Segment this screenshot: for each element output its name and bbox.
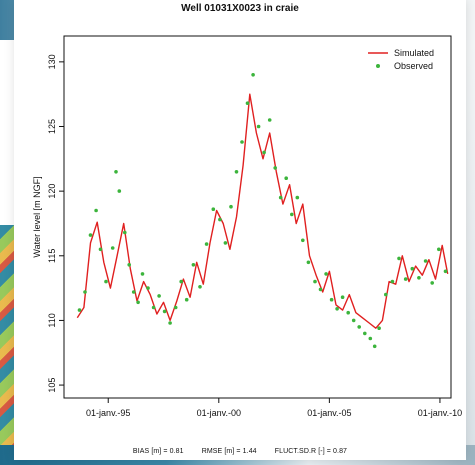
y-tick-label: 110 bbox=[47, 313, 57, 327]
observed-point bbox=[411, 267, 415, 271]
observed-point bbox=[341, 295, 345, 299]
observed-point bbox=[192, 263, 196, 267]
metrics: BIAS [m] = 0.81 RMSE [m] = 1.44 FLUCT.SD… bbox=[14, 448, 466, 455]
observed-point bbox=[404, 277, 408, 281]
x-tick-label: 01-janv.-95 bbox=[86, 408, 130, 418]
observed-point bbox=[397, 257, 401, 261]
observed-point bbox=[357, 325, 361, 329]
y-tick-label: 120 bbox=[47, 184, 57, 199]
observed-point bbox=[307, 261, 311, 265]
observed-point bbox=[444, 270, 448, 274]
y-tick-label: 125 bbox=[47, 119, 57, 134]
observed-point bbox=[114, 170, 118, 174]
legend-observed-swatch bbox=[376, 64, 380, 68]
observed-point bbox=[132, 290, 136, 294]
observed-point bbox=[284, 176, 288, 180]
plot-frame bbox=[64, 36, 451, 398]
observed-point bbox=[78, 308, 82, 312]
observed-point bbox=[268, 118, 272, 122]
observed-point bbox=[157, 294, 161, 298]
observed-point bbox=[330, 298, 334, 302]
legend: Simulated Observed bbox=[362, 44, 448, 74]
series-observed bbox=[78, 73, 448, 348]
observed-point bbox=[136, 301, 140, 305]
observed-point bbox=[198, 285, 202, 289]
observed-point bbox=[118, 189, 122, 193]
observed-point bbox=[369, 337, 373, 341]
bias-metric: BIAS [m] = 0.81 bbox=[133, 448, 184, 455]
observed-point bbox=[363, 332, 367, 336]
observed-point bbox=[262, 151, 266, 155]
x-tick-label: 01-janv.-10 bbox=[418, 408, 462, 418]
observed-point bbox=[179, 280, 183, 284]
observed-point bbox=[127, 263, 131, 267]
observed-point bbox=[152, 306, 156, 310]
x-tick-label: 01-janv.-00 bbox=[197, 408, 241, 418]
observed-point bbox=[123, 231, 127, 235]
observed-point bbox=[296, 196, 300, 200]
observed-point bbox=[163, 310, 167, 314]
observed-point bbox=[301, 239, 305, 243]
observed-point bbox=[141, 272, 145, 276]
observed-point bbox=[279, 196, 283, 200]
observed-point bbox=[229, 205, 233, 209]
y-tick-label: 115 bbox=[47, 249, 57, 263]
observed-point bbox=[99, 248, 103, 252]
observed-point bbox=[430, 281, 434, 285]
observed-point bbox=[235, 170, 239, 174]
legend-simulated-label: Simulated bbox=[394, 48, 434, 58]
chart-svg: 105 110 115 120 125 130 01-janv.-95 01-janv.-00… bbox=[14, 0, 466, 460]
y-axis-label: Water level [m NGF] bbox=[32, 176, 42, 257]
observed-point bbox=[83, 290, 87, 294]
observed-point bbox=[205, 242, 209, 246]
observed-point bbox=[212, 207, 216, 211]
observed-point bbox=[174, 306, 178, 310]
observed-point bbox=[240, 140, 244, 144]
observed-point bbox=[146, 286, 150, 290]
x-tick-label: 01-janv.-05 bbox=[307, 408, 351, 418]
observed-point bbox=[352, 319, 356, 323]
rmse-metric: RMSE [m] = 1.44 bbox=[202, 448, 257, 455]
observed-point bbox=[224, 241, 228, 245]
observed-point bbox=[391, 280, 395, 284]
observed-point bbox=[313, 280, 317, 284]
observed-point bbox=[335, 307, 339, 311]
observed-point bbox=[218, 218, 222, 222]
legend-observed-label: Observed bbox=[394, 61, 433, 71]
y-tick-label: 105 bbox=[47, 378, 57, 393]
observed-point bbox=[251, 73, 255, 77]
y-tick-label: 130 bbox=[47, 54, 57, 69]
fluct-metric: FLUCT.SD.R [-] = 0.87 bbox=[275, 448, 347, 455]
observed-point bbox=[246, 101, 250, 105]
chart-card: Well 01031X0023 in craie 105 110 115 120 125… bbox=[14, 0, 466, 460]
observed-point bbox=[417, 276, 421, 280]
observed-point bbox=[185, 298, 189, 302]
observed-point bbox=[273, 166, 277, 170]
observed-point bbox=[437, 248, 441, 252]
observed-point bbox=[324, 272, 328, 276]
observed-point bbox=[290, 213, 294, 217]
observed-point bbox=[377, 326, 381, 330]
observed-point bbox=[89, 233, 93, 237]
observed-point bbox=[104, 280, 108, 284]
observed-point bbox=[111, 246, 115, 250]
observed-point bbox=[168, 321, 172, 325]
observed-point bbox=[319, 288, 323, 292]
background-map-right bbox=[465, 40, 475, 465]
axes: 105 110 115 120 125 130 01-janv.-95 01-janv.-00… bbox=[32, 36, 462, 418]
observed-point bbox=[346, 311, 350, 315]
observed-point bbox=[257, 125, 261, 129]
observed-point bbox=[384, 293, 388, 297]
observed-point bbox=[94, 209, 98, 213]
observed-point bbox=[373, 345, 377, 349]
observed-point bbox=[424, 259, 428, 263]
